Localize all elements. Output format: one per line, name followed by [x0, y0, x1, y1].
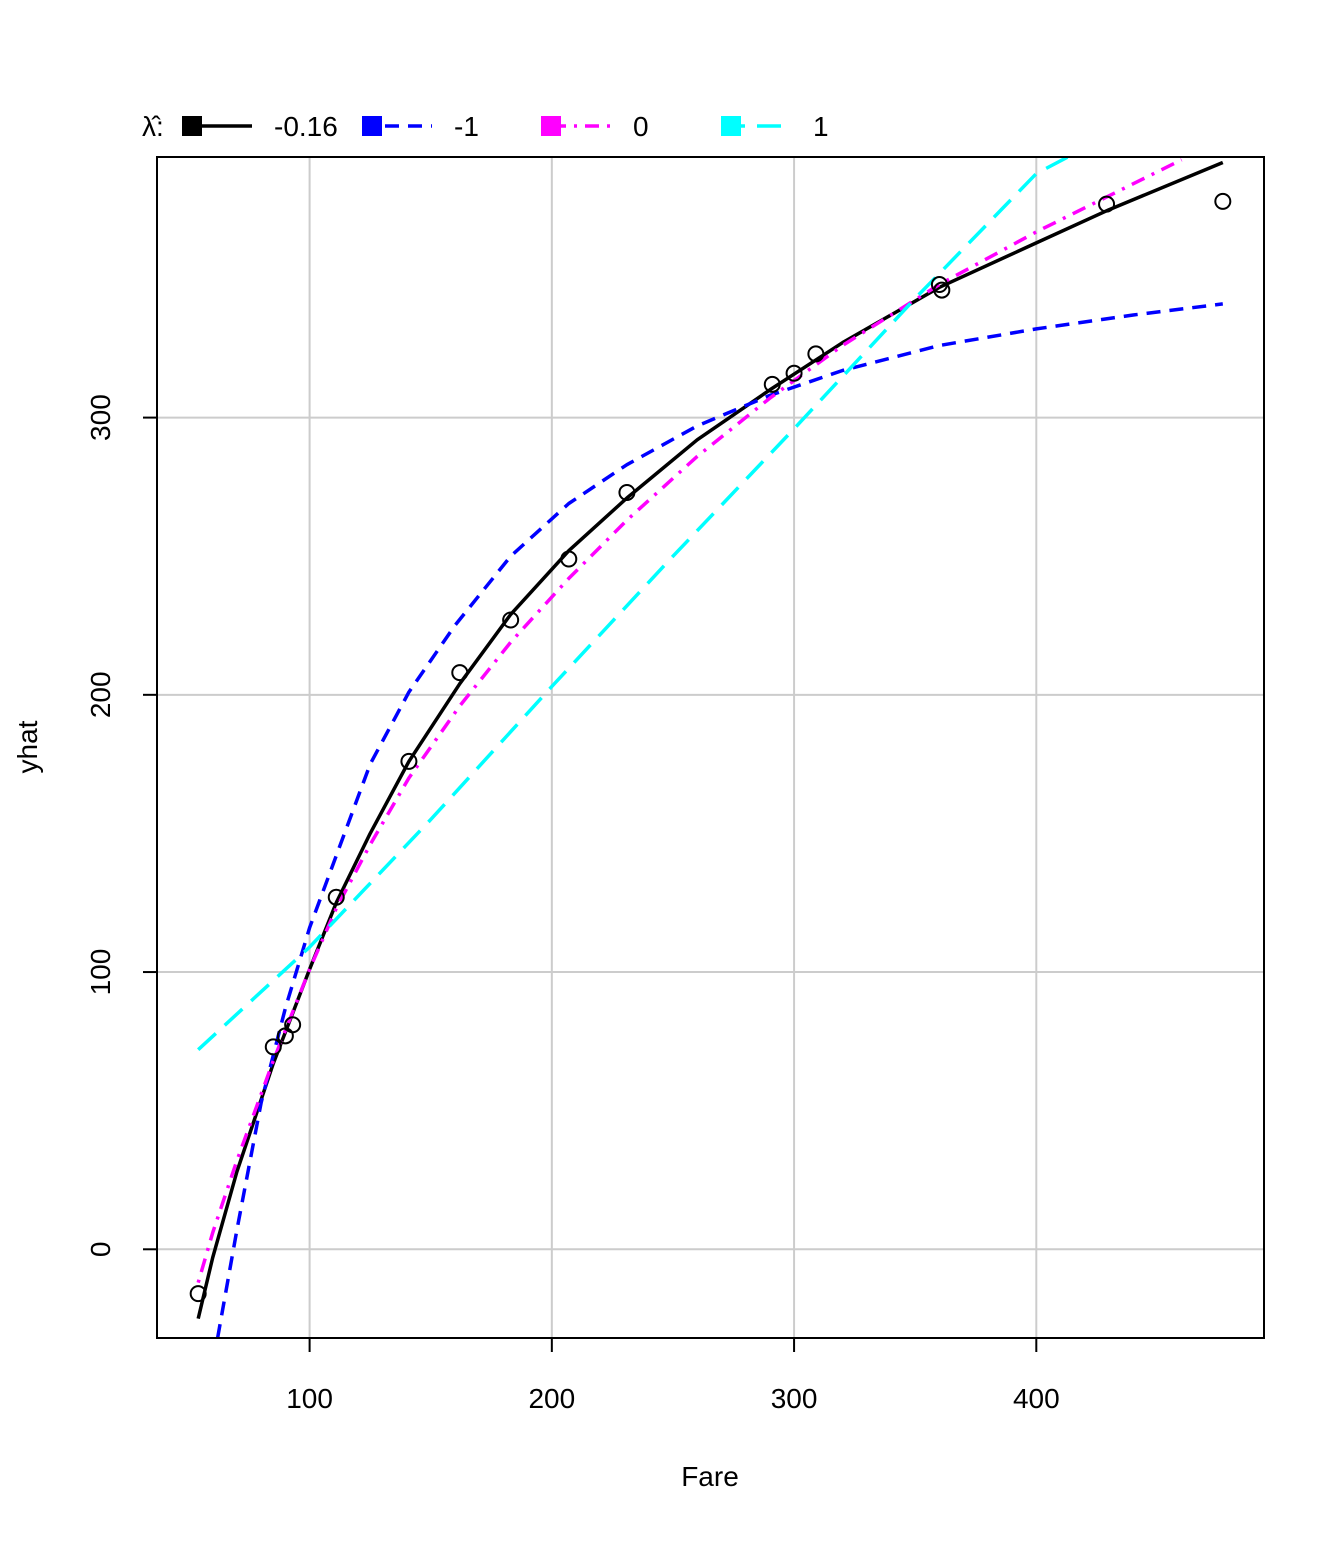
legend-label: 1	[813, 111, 829, 142]
legend-swatch	[541, 116, 561, 136]
legend-label: 0	[633, 111, 649, 142]
legend-label: -1	[454, 111, 479, 142]
data-point	[264, 1038, 282, 1056]
data-point	[451, 664, 469, 682]
y-tick-label: 100	[85, 949, 116, 996]
x-axis-label: Fare	[681, 1461, 739, 1492]
data-point	[284, 1016, 302, 1034]
data-point	[560, 550, 578, 568]
data-point	[618, 483, 636, 501]
x-tick-label: 100	[286, 1383, 333, 1414]
legend-swatch	[721, 116, 741, 136]
data-point	[807, 345, 825, 363]
x-axis: 100 200 300 400	[286, 1338, 1060, 1414]
data-point	[502, 611, 520, 629]
y-axis-label: yhat	[12, 720, 43, 773]
plot-frame	[156, 156, 1265, 1339]
x-tick-label: 400	[1013, 1383, 1060, 1414]
y-tick-label: 300	[85, 394, 116, 441]
data-point	[400, 752, 418, 770]
legend-title: λ̂:	[142, 111, 164, 142]
y-axis: 0 100 200 300	[85, 394, 157, 1257]
data-point	[933, 281, 951, 299]
legend-label: -0.16	[274, 111, 338, 142]
legend-swatch	[182, 116, 202, 136]
fitted-curves	[196, 157, 1224, 1338]
data-point	[763, 375, 781, 393]
legend-swatch	[362, 116, 382, 136]
legend: λ̂: -0.16 -1 0 1	[142, 111, 829, 142]
grid-lines	[157, 157, 1264, 1338]
data-point	[785, 364, 803, 382]
series-line-1	[197, 157, 1069, 1051]
series-line--0.16	[196, 160, 1224, 1320]
x-tick-label: 200	[528, 1383, 575, 1414]
data-point	[189, 1285, 207, 1303]
data-point	[1098, 195, 1116, 213]
data-point	[327, 888, 345, 906]
x-tick-label: 300	[771, 1383, 818, 1414]
data-points	[189, 192, 1232, 1303]
y-tick-label: 200	[85, 671, 116, 718]
y-tick-label: 0	[85, 1241, 116, 1257]
data-point	[1214, 192, 1232, 210]
series-line--1	[215, 302, 1224, 1338]
